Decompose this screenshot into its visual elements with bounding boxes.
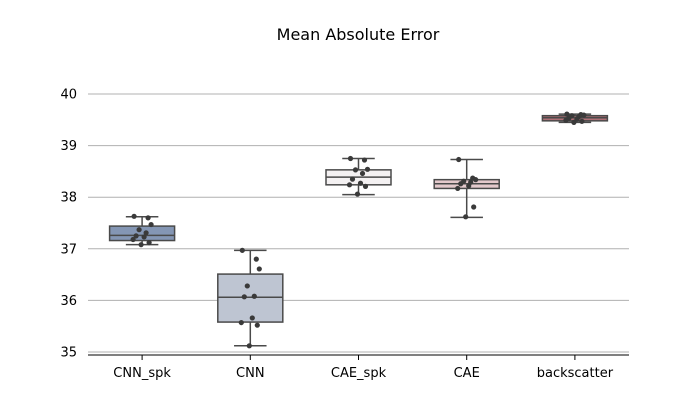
data-point-CNN_spk — [145, 215, 151, 221]
box-group-CNN — [217, 249, 284, 347]
data-point-CNN — [249, 315, 255, 321]
data-point-CNN_spk — [143, 230, 149, 236]
data-point-CNN_spk — [130, 236, 136, 243]
x-tick-label-CNN_spk: CNN_spk — [113, 366, 171, 381]
gridlines — [88, 93, 629, 353]
data-point-CAE — [455, 185, 461, 192]
data-point-CAE_spk — [349, 176, 356, 182]
data-point-CAE — [466, 183, 472, 189]
data-point-CAE_spk — [359, 170, 366, 177]
data-point-backscatter — [579, 118, 585, 124]
y-tick-label-35: 35 — [60, 346, 77, 361]
box-CNN — [217, 273, 284, 323]
box-group-CAE — [433, 158, 500, 219]
data-point-CAE_spk — [346, 182, 353, 188]
data-point-CNN — [238, 319, 244, 326]
data-point-CAE_spk — [354, 191, 361, 197]
data-point-CNN — [239, 247, 245, 253]
y-tick-label-36: 36 — [60, 294, 77, 309]
data-point-CNN_spk — [133, 233, 139, 239]
data-point-CNN — [253, 256, 259, 262]
data-point-backscatter — [563, 117, 569, 123]
data-point-CAE_spk — [357, 180, 364, 186]
data-point-CNN_spk — [141, 234, 147, 240]
data-point-CNN_spk — [146, 240, 152, 246]
x-axis-ticks: CNN_spk CNN CAE_spk CAE backscatter — [113, 355, 614, 381]
x-tick-label-CAE: CAE — [454, 366, 480, 381]
y-tick-label-38: 38 — [60, 191, 77, 206]
data-point-CNN_spk — [148, 221, 154, 228]
data-point-CNN_spk — [138, 242, 144, 248]
data-point-CNN — [256, 266, 262, 272]
data-point-backscatter — [571, 119, 577, 125]
data-point-CNN_spk — [131, 213, 137, 219]
x-tick-label-CAE_spk: CAE_spk — [331, 366, 387, 381]
data-point-CAE — [473, 177, 479, 183]
x-tick-label-backscatter: backscatter — [537, 366, 614, 381]
box-group-CNN_spk — [108, 216, 176, 246]
y-tick-label-37: 37 — [60, 242, 77, 257]
data-point-CNN — [251, 293, 257, 299]
data-point-CNN — [246, 343, 252, 349]
data-point-CNN — [241, 294, 247, 300]
data-point-backscatter — [581, 112, 587, 118]
data-point-CAE — [471, 204, 477, 210]
data-point-CNN — [254, 322, 260, 328]
data-point-CAE — [463, 214, 469, 220]
data-point-CAE — [458, 181, 464, 187]
data-point-CAE_spk — [361, 157, 368, 163]
data-point-CAE — [456, 156, 462, 163]
data-point-CAE_spk — [362, 183, 369, 189]
box-CNN_spk — [108, 225, 176, 242]
data-point-CAE_spk — [352, 167, 359, 173]
x-tick-label-CNN: CNN — [236, 366, 265, 381]
y-tick-label-40: 40 — [60, 88, 77, 103]
data-point-CNN — [244, 283, 250, 289]
data-point-CNN_spk — [136, 227, 142, 233]
data-point-CAE_spk — [347, 155, 354, 162]
strip-points — [130, 111, 587, 349]
chart-title: Mean Absolute Error — [277, 25, 440, 44]
y-tick-label-39: 39 — [60, 139, 77, 154]
data-point-CAE_spk — [364, 166, 371, 172]
box-group-CAE_spk — [325, 157, 392, 196]
data-point-backscatter — [564, 111, 570, 117]
box-series — [108, 113, 609, 347]
y-axis-ticks: 35 36 37 38 39 40 — [60, 88, 77, 361]
